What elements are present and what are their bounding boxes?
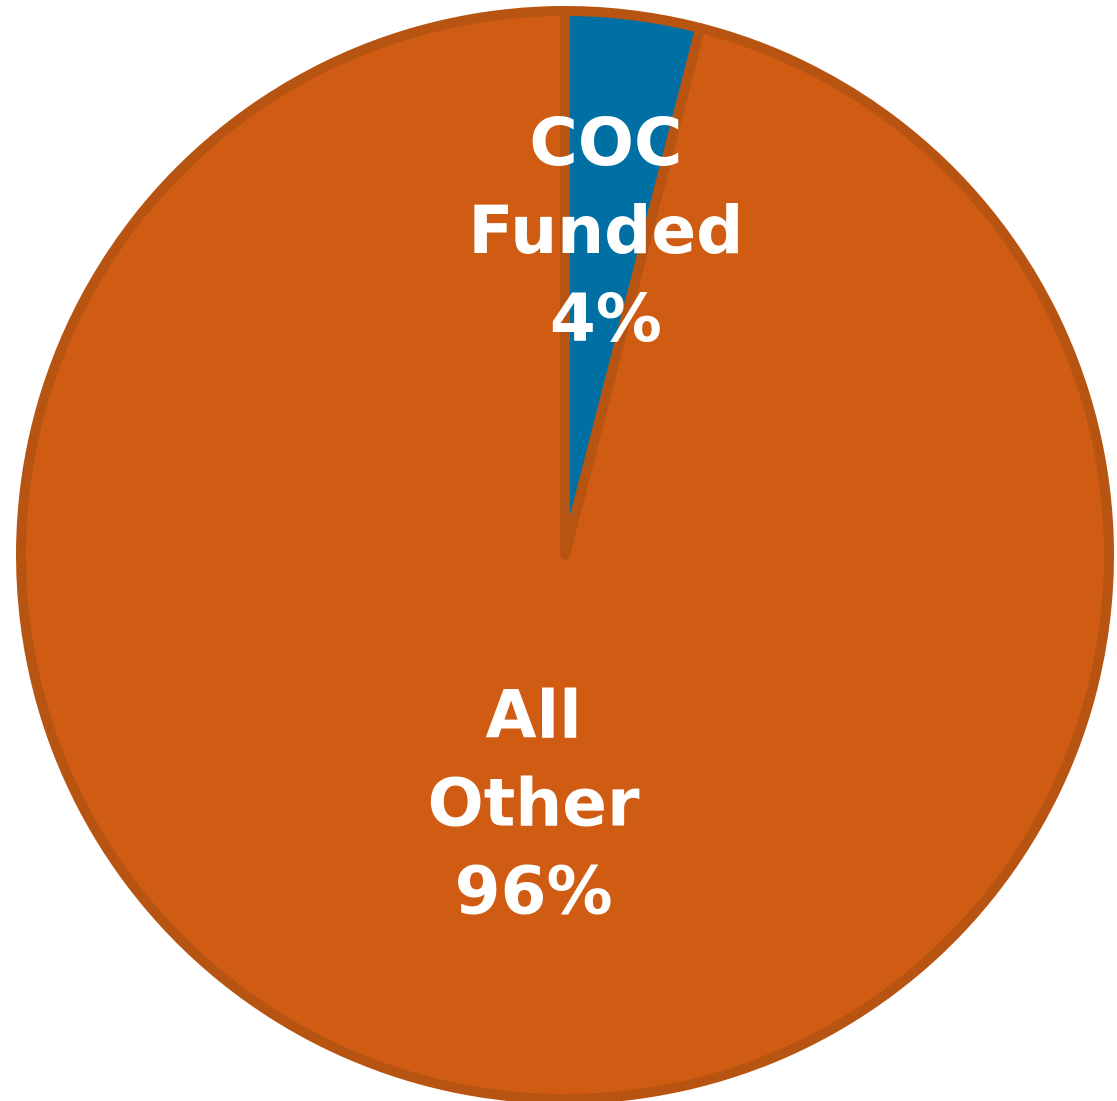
pie-labels: COC Funded 4% All Other 96% xyxy=(428,104,744,929)
slice-name-line: All xyxy=(485,676,581,753)
pie-slice-1 xyxy=(16,6,1114,1101)
slice-name-line: Funded xyxy=(468,192,743,269)
slice-percent-label: 96% xyxy=(455,852,613,929)
slice-name-line: Other xyxy=(428,764,640,841)
pie-slice-label-0: COC Funded 4% xyxy=(468,104,743,357)
pie-slice-label-1: All Other 96% xyxy=(428,676,640,929)
slice-percent-label: 4% xyxy=(550,280,662,357)
slice-name-line: COC xyxy=(529,104,682,181)
pie-slices xyxy=(16,6,1114,1101)
